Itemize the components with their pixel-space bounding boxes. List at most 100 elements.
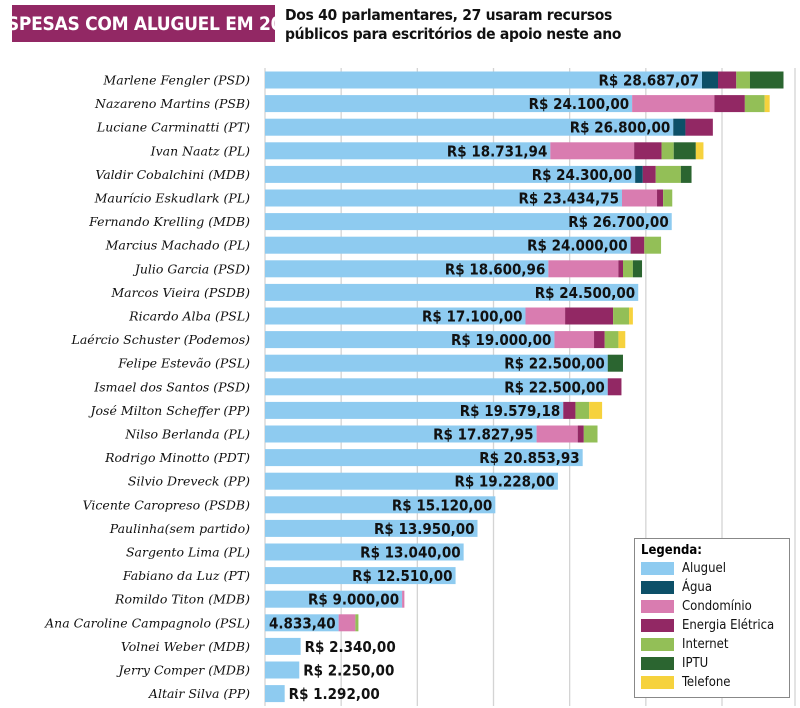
value-label: R$ 26.800,00 — [570, 119, 670, 137]
value-label: R$ 23.434,75 — [519, 190, 619, 208]
bar-segment-aluguel — [265, 213, 672, 231]
bar-segment-aluguel — [265, 590, 403, 608]
legend: Legenda: Aluguel Água Condomínio Energia El… — [634, 538, 790, 698]
bar-segment-energia-el-trica — [577, 425, 584, 443]
bar-segment-telefone — [764, 95, 770, 113]
bar-segment-internet — [736, 71, 750, 89]
legend-item: Água — [641, 578, 783, 597]
value-label: R$ 24.000,00 — [527, 237, 627, 255]
bar-segment-aluguel — [265, 165, 636, 183]
legend-label: Condomínio — [682, 599, 752, 614]
bar-segment-internet — [644, 236, 662, 254]
chart-title: DESPESAS COM ALUGUEL EM 2021 — [0, 5, 306, 42]
bar-segment-condom-nio — [536, 425, 578, 443]
value-label: R$ 22.500,00 — [504, 355, 604, 373]
category-label: Silvio Dreveck (PP) — [128, 474, 250, 489]
bar-segment-aluguel — [265, 378, 608, 396]
legend-label: Telefone — [682, 675, 731, 690]
bar-segment-aluguel — [265, 519, 478, 537]
legend-label: Energia Elétrica — [682, 618, 775, 633]
category-label: Laércio Schuster (Podemos) — [71, 332, 251, 347]
value-label: R$ 22.500,00 — [504, 378, 604, 396]
legend-swatch — [641, 562, 674, 575]
bar-segment-iptu — [607, 354, 623, 372]
category-label: Sargento Lima (PL) — [126, 545, 250, 560]
category-label: Marcos Vieira (PSDB) — [110, 285, 250, 300]
category-label: José Milton Scheffer (PP) — [88, 403, 251, 418]
category-label: Luciane Carminatti (PT) — [96, 120, 250, 135]
bar-segment-iptu — [673, 142, 696, 160]
value-label: R$ 24.300,00 — [532, 166, 632, 184]
bar-segment-aluguel — [265, 685, 285, 703]
legend-item: Aluguel — [641, 559, 783, 578]
bar-segment-energia-el-trica — [642, 165, 656, 183]
value-label: R$ 12.510,00 — [352, 567, 452, 585]
bar-segment-telefone — [589, 401, 603, 419]
value-label: R$ 20.853,93 — [479, 449, 579, 467]
legend-title: Legenda: — [641, 543, 702, 558]
legend-label: Internet — [682, 637, 729, 652]
bar-segment-internet — [355, 614, 359, 632]
category-label: Jerry Comper (MDB) — [116, 663, 251, 678]
category-label: Nazareno Martins (PSB) — [94, 96, 250, 111]
bar-segment-condom-nio — [525, 307, 566, 325]
category-label: Marlene Fengler (PSD) — [102, 73, 250, 88]
legend-swatch — [641, 600, 674, 613]
bar-segment-aluguel — [265, 614, 339, 632]
value-label: R$ 13.950,00 — [374, 520, 474, 538]
bar-segment-aluguel — [265, 260, 549, 278]
value-label: R$ 15.120,00 — [392, 496, 492, 514]
bar-segment-aluguel — [265, 142, 551, 160]
bar-segment-energia-el-trica — [563, 401, 576, 419]
value-label: R$ 1.292,00 — [289, 685, 380, 703]
category-label: Nilso Berlanda (PL) — [124, 427, 250, 442]
bar-segment-aluguel — [265, 637, 301, 655]
bar-segment-condom-nio — [548, 260, 619, 278]
category-label: Felipe Estevão (PSL) — [117, 356, 250, 371]
category-label: Ana Caroline Campagnolo (PSL) — [44, 615, 250, 630]
bar-segment--gua — [673, 118, 686, 136]
category-label: Altair Silva (PP) — [148, 686, 250, 701]
subtitle-line-1: Dos 40 parlamentares, 27 usaram recursos — [285, 6, 612, 24]
category-label: Fernando Krelling (MDB) — [88, 214, 250, 229]
legend-swatch — [641, 657, 674, 670]
value-label: R$ 24.500,00 — [535, 284, 635, 302]
chart-subtitle: Dos 40 parlamentares, 27 usaram recursos… — [285, 6, 800, 44]
bar-segment-iptu — [632, 260, 643, 278]
bar-segment-energia-el-trica — [565, 307, 614, 325]
bar-segment-internet — [575, 401, 590, 419]
legend-label: Aluguel — [682, 561, 726, 576]
bar-segment-energia-el-trica — [657, 189, 664, 207]
bar-segment-condom-nio — [621, 189, 658, 207]
bar-segment-energia-el-trica — [714, 95, 745, 113]
bar-segment-aluguel — [265, 661, 300, 679]
value-label: R$ 24.100,00 — [529, 95, 629, 113]
value-label: R$ 2.340,00 — [305, 638, 396, 656]
legend-item: Condomínio — [641, 597, 783, 616]
category-label: Volnei Weber (MDB) — [121, 639, 250, 654]
bar-segment-aluguel — [265, 307, 526, 325]
category-label: Ivan Naatz (PL) — [150, 143, 250, 158]
value-label: R$ 19.579,18 — [460, 402, 560, 420]
bar-segment-iptu — [749, 71, 784, 89]
category-label: Paulinha(sem partido) — [109, 521, 250, 536]
category-label: Fabiano da Luz (PT) — [122, 568, 250, 583]
bar-segment-internet — [583, 425, 598, 443]
bar-segment-internet — [655, 165, 681, 183]
legend-label: Água — [682, 580, 713, 595]
bar-segment-aluguel — [265, 425, 537, 443]
bar-segment-aluguel — [265, 118, 674, 136]
bar-segment-aluguel — [265, 401, 564, 419]
category-label: Ricardo Alba (PSL) — [128, 309, 250, 324]
value-label: R$ 17.827,95 — [433, 426, 533, 444]
bar-segment-energia-el-trica — [717, 71, 737, 89]
bar-segment-aluguel — [265, 543, 464, 561]
category-label: Valdir Cobalchini (MDB) — [95, 167, 250, 182]
category-label: Vicente Caropreso (PSDB) — [83, 497, 251, 512]
bar-segment-aluguel — [265, 71, 702, 89]
legend-item: IPTU — [641, 654, 783, 673]
bar-segment-aluguel — [265, 189, 622, 207]
bar-segment-energia-el-trica — [594, 331, 605, 349]
bar-segment-energia-el-trica — [634, 142, 662, 160]
